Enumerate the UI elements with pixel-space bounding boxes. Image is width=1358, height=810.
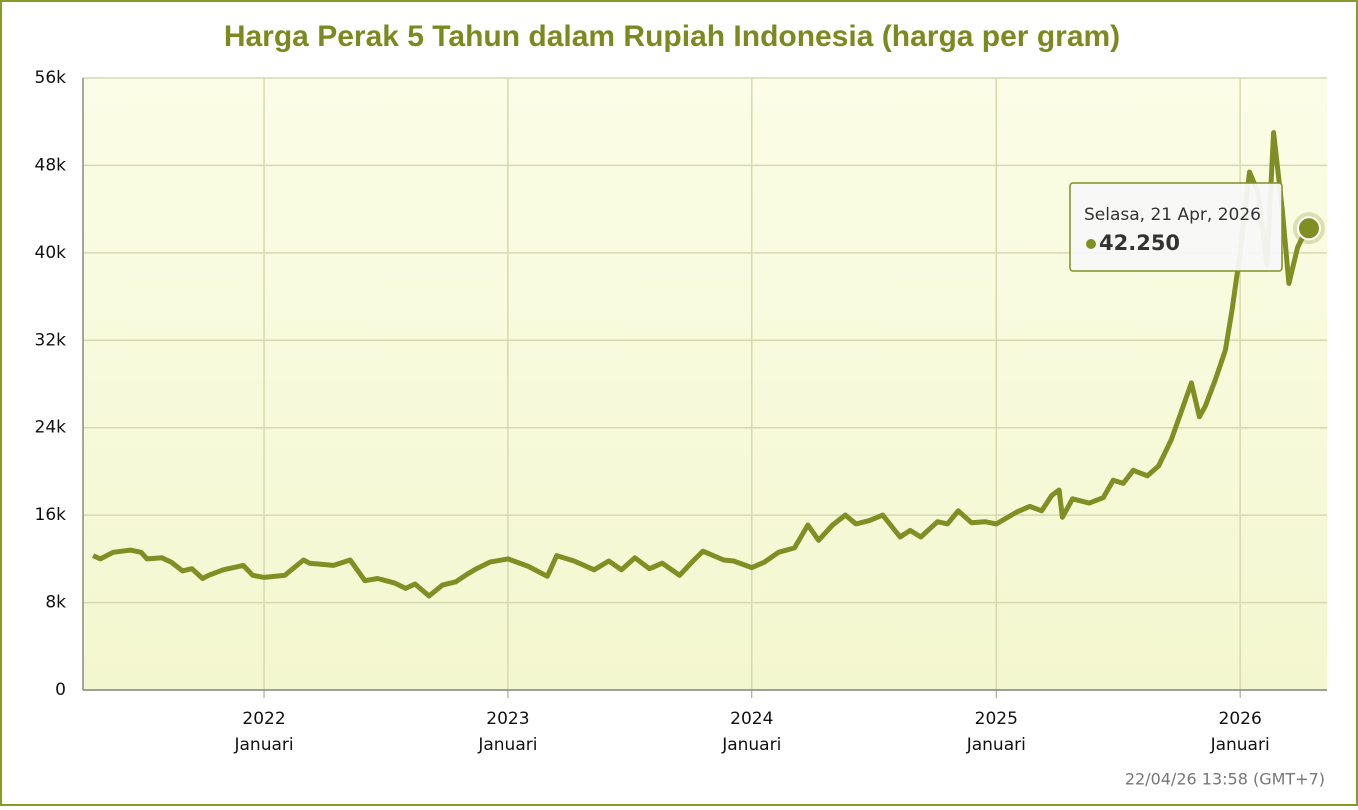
x-tick-label: 2025 Januari: [966, 709, 1026, 755]
plot-area: [83, 78, 1327, 690]
tooltip-date: Selasa, 21 Apr, 2026: [1084, 205, 1261, 225]
y-tick-label: 56k: [35, 68, 67, 88]
x-tick-label: 2022 Januari: [233, 709, 293, 755]
hover-marker: [1296, 216, 1321, 241]
y-tick-label: 48k: [35, 155, 67, 175]
x-tick-label: 2024 Januari: [721, 709, 781, 755]
x-tick-label: 2023 Januari: [477, 709, 537, 755]
y-tick-label: 40k: [35, 243, 67, 263]
tooltip-value: 42.250: [1099, 231, 1180, 255]
tooltip: Selasa, 21 Apr, 2026 42.250: [1069, 182, 1283, 272]
chart-title: Harga Perak 5 Tahun dalam Rupiah Indones…: [224, 20, 1120, 53]
y-tick-label: 8k: [45, 593, 66, 613]
tooltip-box: [1069, 182, 1283, 272]
y-tick-label: 32k: [35, 330, 67, 350]
timestamp: 22/04/26 13:58 (GMT+7): [1125, 770, 1325, 789]
x-tick-label: 2026 Januari: [1210, 709, 1270, 755]
y-tick-label: 16k: [35, 505, 67, 525]
tooltip-dot: [1086, 239, 1096, 249]
price-line: [91, 130, 1312, 599]
y-tick-label: 24k: [35, 418, 67, 438]
y-tick-label: 0: [55, 680, 66, 700]
